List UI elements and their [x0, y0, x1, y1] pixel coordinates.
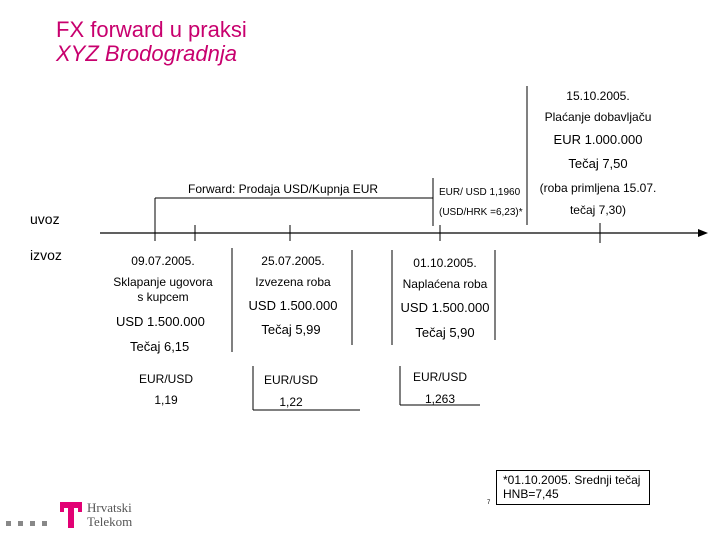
import-rate: Tečaj 7,50: [568, 156, 628, 171]
export-2-pair: EUR/USD: [263, 373, 319, 387]
export-1-pair: EUR/USD: [138, 372, 194, 386]
export-1-desc-line2: s kupcem: [137, 290, 189, 304]
export-3-pair-rate: 1,263: [424, 392, 456, 406]
export-3-desc: Naplaćena roba: [402, 277, 488, 291]
export-1-desc-line1: Sklapanje ugovora: [113, 275, 213, 289]
export-2-rate: Tečaj 5,99: [261, 322, 321, 337]
export-3-amount: USD 1.500.000: [400, 300, 490, 315]
export-2-amount: USD 1.500.000: [248, 298, 338, 313]
uvoz-label: uvoz: [30, 211, 60, 227]
timeline-arrowhead: [698, 229, 708, 237]
page-title: FX forward u praksi: [56, 17, 247, 42]
logo-text-line1: Hrvatski: [87, 500, 132, 515]
import-date: 15.10.2005.: [566, 89, 630, 103]
footnote: *01.10.2005. Srednji tečaj HNB=7,45: [496, 470, 650, 505]
page-subtitle: XYZ Brodogradnja: [56, 41, 237, 66]
page-number: 7: [487, 500, 491, 506]
export-3-rate: Tečaj 5,90: [415, 325, 475, 340]
export-1-pair-rate: 1,19: [154, 393, 178, 407]
eur-usd-rate: EUR/ USD 1,1960: [439, 187, 521, 198]
logo-dots: [6, 514, 56, 532]
logo-text-line2: Telekom: [87, 514, 133, 529]
forward-label: Forward: Prodaja USD/Kupnja EUR: [188, 182, 379, 196]
usd-hrk-rate: (USD/HRK =6,23)*: [439, 207, 523, 218]
telekom-t-logo-icon: [60, 502, 82, 533]
import-amount: EUR 1.000.000: [553, 132, 643, 147]
export-3-pair: EUR/USD: [412, 370, 468, 384]
import-note-line1: (roba primljena 15.07.: [539, 181, 657, 195]
export-1-amount: USD 1.500.000: [116, 314, 205, 329]
import-note-line2: tečaj 7,30): [569, 203, 627, 217]
izvoz-label: izvoz: [30, 247, 62, 263]
export-1-date: 09.07.2005.: [131, 254, 195, 268]
export-2-pair-rate: 1,22: [279, 395, 303, 409]
import-description: Plaćanje dobavljaču: [544, 110, 652, 124]
export-2-desc: Izvezena roba: [255, 275, 331, 289]
export-2-date: 25.07.2005.: [261, 254, 325, 268]
export-3-date: 01.10.2005.: [413, 256, 477, 270]
export-1-rate: Tečaj 6,15: [130, 339, 190, 354]
